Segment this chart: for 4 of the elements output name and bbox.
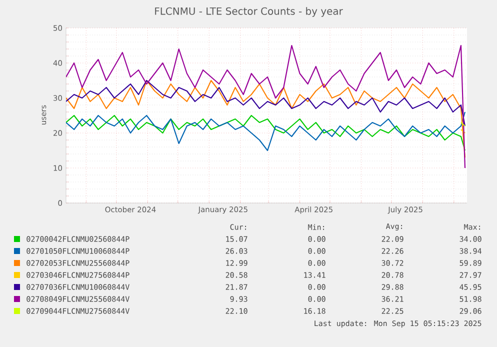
line-series (66, 80, 466, 127)
line-series (66, 80, 466, 158)
chart-title: FLCNMU - LTE Sector Counts - by year (155, 7, 343, 17)
line-series (66, 44, 466, 169)
